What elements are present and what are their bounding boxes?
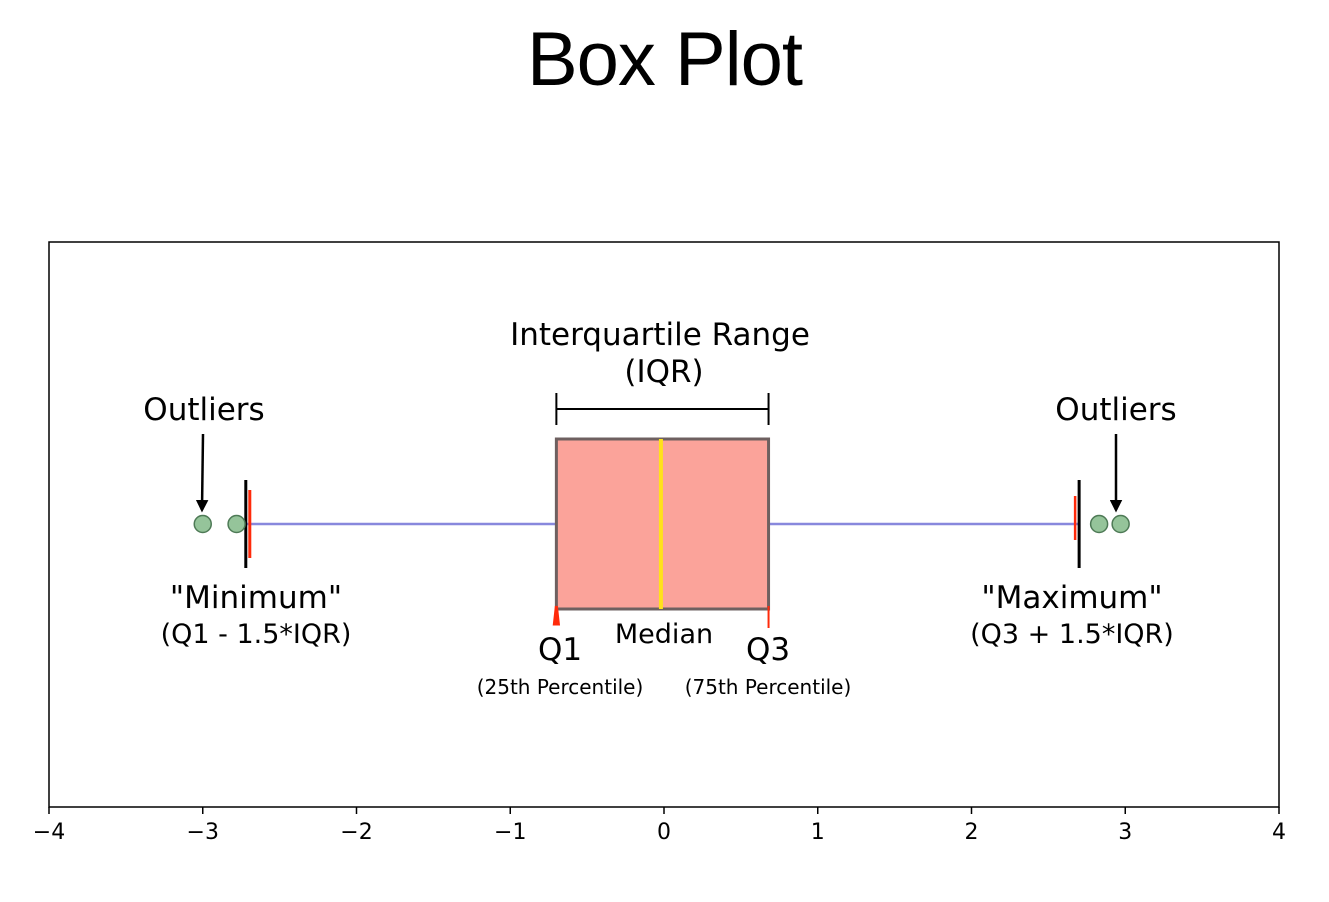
outlier-point [1089, 514, 1109, 534]
x-tick-label: 2 [965, 820, 979, 845]
plot-marks [193, 393, 1130, 628]
x-axis-ticks: −4 −3 −2 −1 0 1 2 3 4 [33, 807, 1286, 845]
x-tick-label: −4 [33, 820, 65, 845]
q3-label: Q3 [746, 632, 790, 668]
x-tick-label: −3 [187, 820, 219, 845]
q1-sublabel: (25th Percentile) [477, 675, 644, 699]
outliers-left-label: Outliers [143, 392, 264, 428]
outlier-point [1111, 514, 1130, 534]
q3-sublabel: (75th Percentile) [685, 675, 852, 699]
iqr-subtitle: (IQR) [624, 354, 703, 390]
x-tick-label: 4 [1272, 820, 1286, 845]
minimum-label: "Minimum" [170, 580, 342, 616]
outlier-point [193, 514, 212, 534]
outlier-point [227, 514, 246, 534]
x-tick-label: −1 [494, 820, 526, 845]
annotations: Interquartile Range (IQR) Outliers Outli… [143, 317, 1176, 699]
page-title: Box Plot [526, 17, 803, 102]
q1-label: Q1 [538, 632, 582, 668]
x-tick-label: 1 [811, 820, 825, 845]
x-tick-label: 0 [657, 820, 671, 845]
maximum-sublabel: (Q3 + 1.5*IQR) [970, 619, 1174, 650]
minimum-sublabel: (Q1 - 1.5*IQR) [161, 619, 352, 650]
maximum-label: "Maximum" [981, 580, 1162, 616]
iqr-title: Interquartile Range [510, 317, 810, 353]
outliers-right-label: Outliers [1055, 392, 1176, 428]
outliers-left-arrow [195, 433, 209, 513]
q1-highlight [552, 605, 561, 626]
x-tick-label: 3 [1118, 820, 1132, 845]
median-label: Median [615, 619, 713, 650]
x-tick-label: −2 [340, 820, 372, 845]
